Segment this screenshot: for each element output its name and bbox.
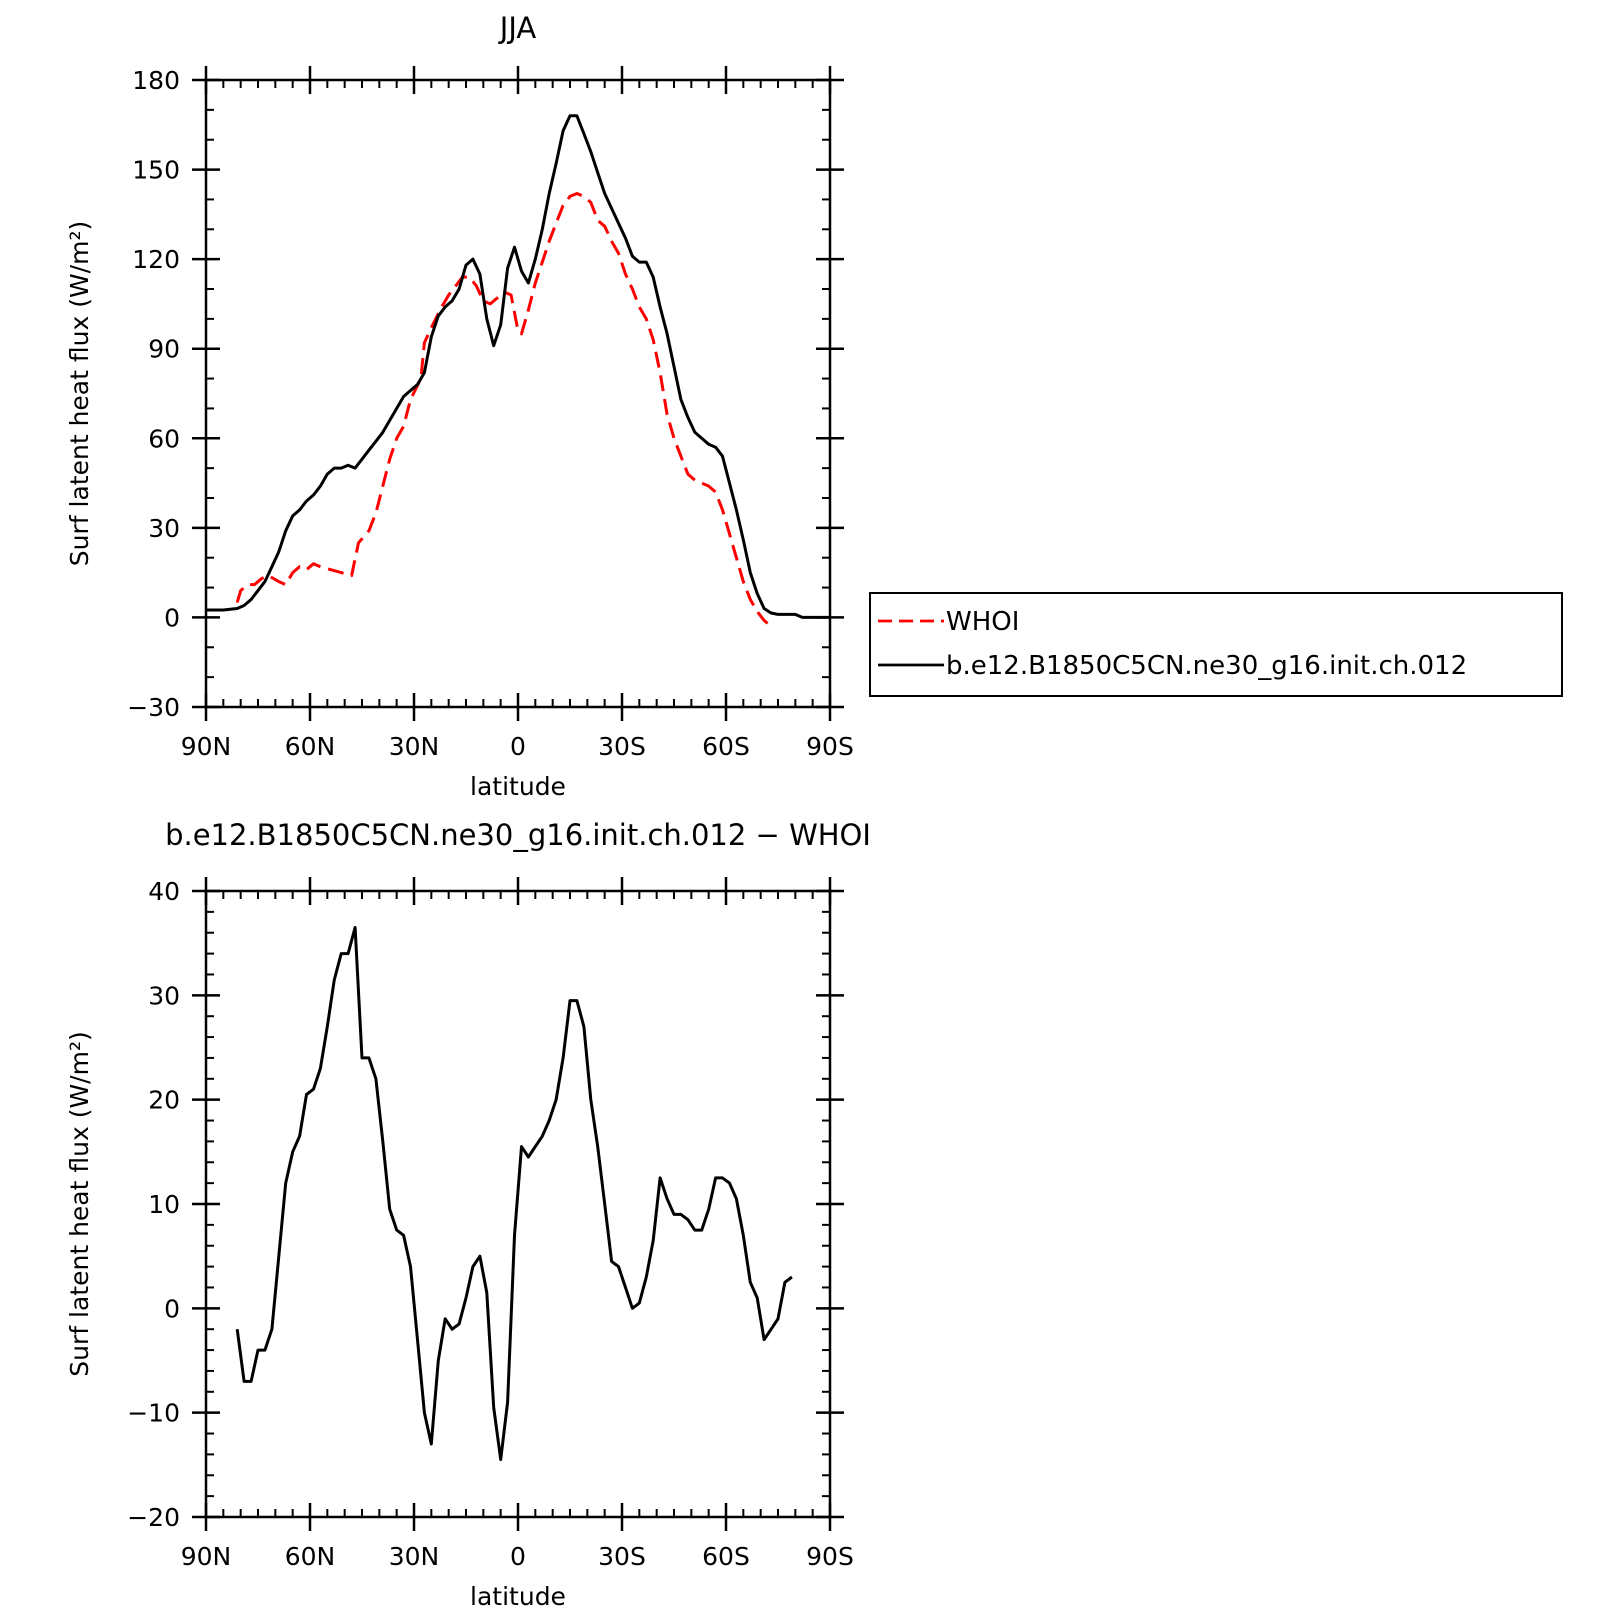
plot-frame bbox=[204, 78, 832, 709]
legend-label-model: b.e12.B1850C5CN.ne30_g16.init.ch.012 bbox=[946, 651, 1467, 681]
x-tick-label: 60N bbox=[285, 732, 336, 761]
y-tick-label: 90 bbox=[148, 335, 180, 364]
y-tick-label: 10 bbox=[148, 1190, 180, 1219]
y-tick-label: 30 bbox=[148, 514, 180, 543]
x-tick-label: 60S bbox=[702, 1542, 750, 1571]
y-tick-label: −30 bbox=[127, 693, 180, 722]
x-tick-label: 30N bbox=[389, 1542, 440, 1571]
legend-box bbox=[869, 592, 1563, 697]
series-line-whoi bbox=[235, 192, 769, 625]
x-tick-label: 30S bbox=[598, 1542, 646, 1571]
x-axis-label: latitude bbox=[470, 1582, 566, 1611]
x-tick-label: 90N bbox=[181, 1542, 232, 1571]
x-tick-label: 30S bbox=[598, 732, 646, 761]
chart-title: JJA bbox=[498, 11, 537, 45]
bottom-panel-difference: b.e12.B1850C5CN.ne30_g16.init.ch.012 − W… bbox=[65, 818, 871, 1611]
x-tick-label: 90S bbox=[806, 1542, 854, 1571]
y-tick-label: 40 bbox=[148, 877, 180, 906]
legend: WHOI b.e12.B1850C5CN.ne30_g16.init.ch.01… bbox=[869, 592, 1563, 697]
y-tick-label: 0 bbox=[164, 1294, 180, 1323]
y-tick-label: −10 bbox=[127, 1399, 180, 1428]
y-tick-label: 120 bbox=[132, 245, 180, 274]
x-tick-label: 0 bbox=[510, 732, 526, 761]
y-tick-label: 0 bbox=[164, 603, 180, 632]
series-line-model bbox=[206, 114, 830, 619]
x-tick-label: 60S bbox=[702, 732, 750, 761]
legend-label-whoi: WHOI bbox=[946, 607, 1019, 637]
y-axis-label: Surf latent heat flux (W/m²) bbox=[65, 221, 94, 566]
x-tick-label: 90N bbox=[181, 732, 232, 761]
y-tick-label: 150 bbox=[132, 156, 180, 185]
y-tick-label: 20 bbox=[148, 1086, 180, 1115]
x-tick-label: 60N bbox=[285, 1542, 336, 1571]
chart-title: b.e12.B1850C5CN.ne30_g16.init.ch.012 − W… bbox=[165, 818, 871, 852]
y-tick-label: 180 bbox=[132, 66, 180, 95]
y-tick-label: 30 bbox=[148, 981, 180, 1010]
top-panel-jja: JJA 90N 60N 30N 0 30S 60S 90S −30 0 30 60 90 120 150 18… bbox=[65, 11, 854, 801]
x-tick-label: 90S bbox=[806, 732, 854, 761]
y-tick-label: −20 bbox=[127, 1503, 180, 1532]
y-tick-label: 60 bbox=[148, 424, 180, 453]
y-axis-label: Surf latent heat flux (W/m²) bbox=[65, 1031, 94, 1376]
x-tick-label: 30N bbox=[389, 732, 440, 761]
x-tick-label: 0 bbox=[510, 1542, 526, 1571]
x-axis-label: latitude bbox=[470, 772, 566, 801]
series-line-model bbox=[235, 926, 793, 1462]
